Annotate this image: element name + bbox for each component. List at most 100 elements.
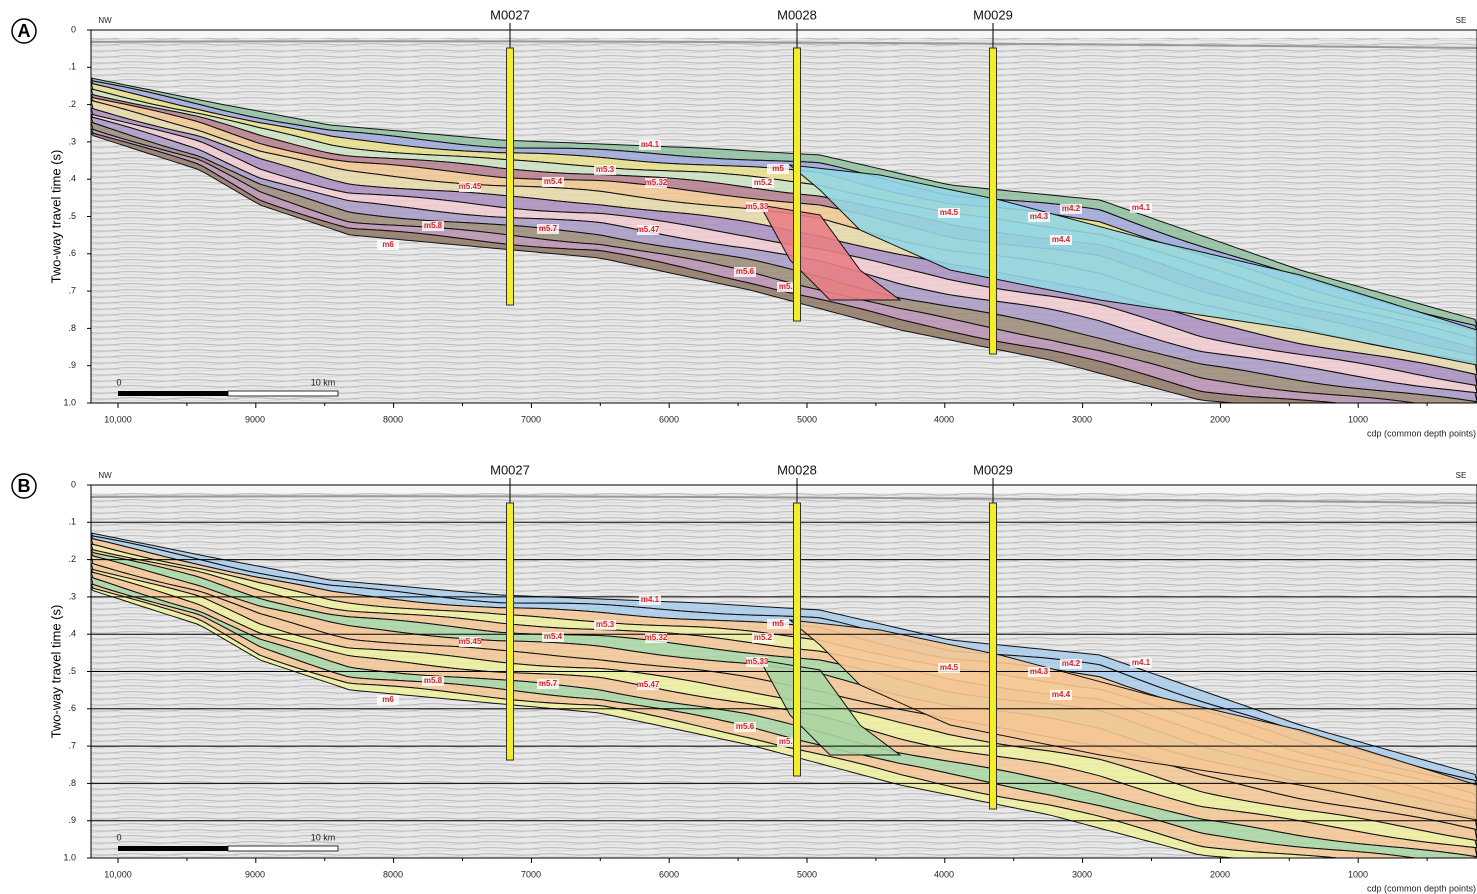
horizon-label-bg: [542, 632, 564, 642]
horizon-label-bg: [377, 240, 399, 250]
well-bar: [793, 47, 801, 322]
scale-bar-black: [118, 391, 228, 396]
direction-label: NW: [98, 16, 112, 25]
x-tick-label: 2000: [1210, 869, 1230, 879]
horizon-label-bg: [459, 637, 481, 647]
horizon-label-bg: [734, 267, 756, 277]
y-tick-label: .8: [68, 778, 76, 788]
horizon-label: m5: [772, 619, 784, 628]
well-label: M0027: [490, 7, 530, 22]
horizon-label: m4.1: [641, 140, 660, 149]
panel-label: A: [18, 21, 31, 41]
horizon-label: m4.1: [1132, 203, 1151, 212]
horizon-label: m4.5: [940, 208, 959, 217]
horizon-label-bg: [637, 680, 659, 690]
seismic-unit: [91, 132, 1343, 403]
direction-label: SE: [1456, 16, 1467, 25]
seafloor: [91, 40, 1477, 49]
horizon-label: m4.3: [1030, 667, 1049, 676]
horizon-label-bg: [422, 676, 444, 686]
scale-bar-label: 10 km: [311, 377, 336, 387]
horizon-label-bg: [746, 657, 768, 667]
y-tick-label: .9: [68, 815, 76, 825]
horizon-label: m4.2: [1062, 659, 1081, 668]
well-label: M0029: [973, 462, 1013, 477]
horizon-label-bg: [1028, 212, 1050, 222]
y-tick-label: .3: [68, 591, 76, 601]
horizon-label-bg: [1060, 659, 1082, 669]
horizon-label: m5.6: [736, 267, 755, 276]
well-label: M0027: [490, 462, 530, 477]
horizon-label-bg: [777, 737, 799, 747]
x-tick-label: 8000: [383, 869, 403, 879]
well-bar: [989, 47, 997, 355]
well-bar: [506, 502, 514, 761]
horizon-label: m5.7: [539, 679, 558, 688]
y-tick-label: .5: [68, 211, 76, 221]
panel-label: B: [18, 476, 31, 496]
x-axis-title: cdp (common depth points): [1367, 883, 1476, 893]
x-tick-label: 7000: [521, 414, 541, 424]
horizon-label: m4.1: [1132, 658, 1151, 667]
well-bar: [989, 502, 997, 810]
y-tick-label: 1.0: [63, 852, 76, 862]
horizon-label-bg: [1028, 667, 1050, 677]
horizon-label: m4.4: [1052, 235, 1071, 244]
x-tick-label: 3000: [1072, 869, 1092, 879]
x-tick-label: 6000: [659, 869, 679, 879]
horizon-label-bg: [637, 225, 659, 235]
seismic-unit: [788, 619, 1477, 821]
direction-label: NW: [98, 471, 112, 480]
horizon-label-bg: [1050, 690, 1072, 700]
water-column: [91, 485, 1477, 493]
y-tick-label: 1.0: [63, 397, 76, 407]
horizon-label: m5: [772, 164, 784, 173]
horizon-label-bg: [537, 679, 559, 689]
y-axis-title: Two-way travel time (s): [48, 605, 63, 739]
x-tick-label: 7000: [521, 869, 541, 879]
horizon-label-bg: [459, 182, 481, 192]
y-axis-title: Two-way travel time (s): [48, 150, 63, 284]
panel-badge: [11, 473, 37, 499]
horizon-label: m5.45: [459, 637, 482, 646]
horizon-label-bg: [645, 633, 667, 643]
x-tick-label: 8000: [383, 414, 403, 424]
y-tick-label: .7: [68, 285, 76, 295]
y-tick-label: .4: [68, 629, 76, 639]
x-tick-label: 10,000: [104, 869, 132, 879]
horizon-label: m5.32: [645, 633, 668, 642]
well-label: M0028: [777, 7, 817, 22]
horizon-label: m6: [382, 240, 394, 249]
panel-badge: [11, 18, 37, 44]
horizon-label-bg: [422, 221, 444, 231]
horizon-label-bg: [377, 695, 399, 705]
horizon-label-bg: [594, 620, 616, 630]
horizon-label: m5.33: [746, 657, 769, 666]
y-tick-label: .3: [68, 136, 76, 146]
horizon-label-bg: [594, 165, 616, 175]
horizon-label: m5.2: [754, 633, 773, 642]
horizon-label: m5.3: [596, 165, 615, 174]
horizon-label: m5.8: [424, 221, 443, 230]
horizon-label: m5.5: [779, 282, 798, 291]
horizon-label: m5.33: [746, 202, 769, 211]
scale-bar-label: 10 km: [311, 832, 336, 842]
well-bar: [793, 502, 801, 777]
horizon-label: m4.3: [1030, 212, 1049, 221]
scale-bar-black: [118, 846, 228, 851]
horizon-label: m5.4: [544, 632, 563, 641]
panel: B NW SE 0 .1 .2 .3 .4 .5 .6 .7 .8 .9 1.0 Two-way trave…: [11, 462, 1477, 893]
x-tick-label: 4000: [934, 869, 954, 879]
horizon-label: m5.4: [544, 177, 563, 186]
horizon-label-bg: [639, 140, 661, 150]
horizon-label-bg: [1050, 235, 1072, 245]
y-tick-label: .8: [68, 323, 76, 333]
horizon-label: m5.5: [779, 737, 798, 746]
y-tick-label: .2: [68, 554, 76, 564]
horizon-label-bg: [639, 595, 661, 605]
well-label: M0029: [973, 7, 1013, 22]
direction-label: SE: [1456, 471, 1467, 480]
y-tick-label: .1: [68, 517, 76, 527]
horizon-label: m4.2: [1062, 204, 1081, 213]
